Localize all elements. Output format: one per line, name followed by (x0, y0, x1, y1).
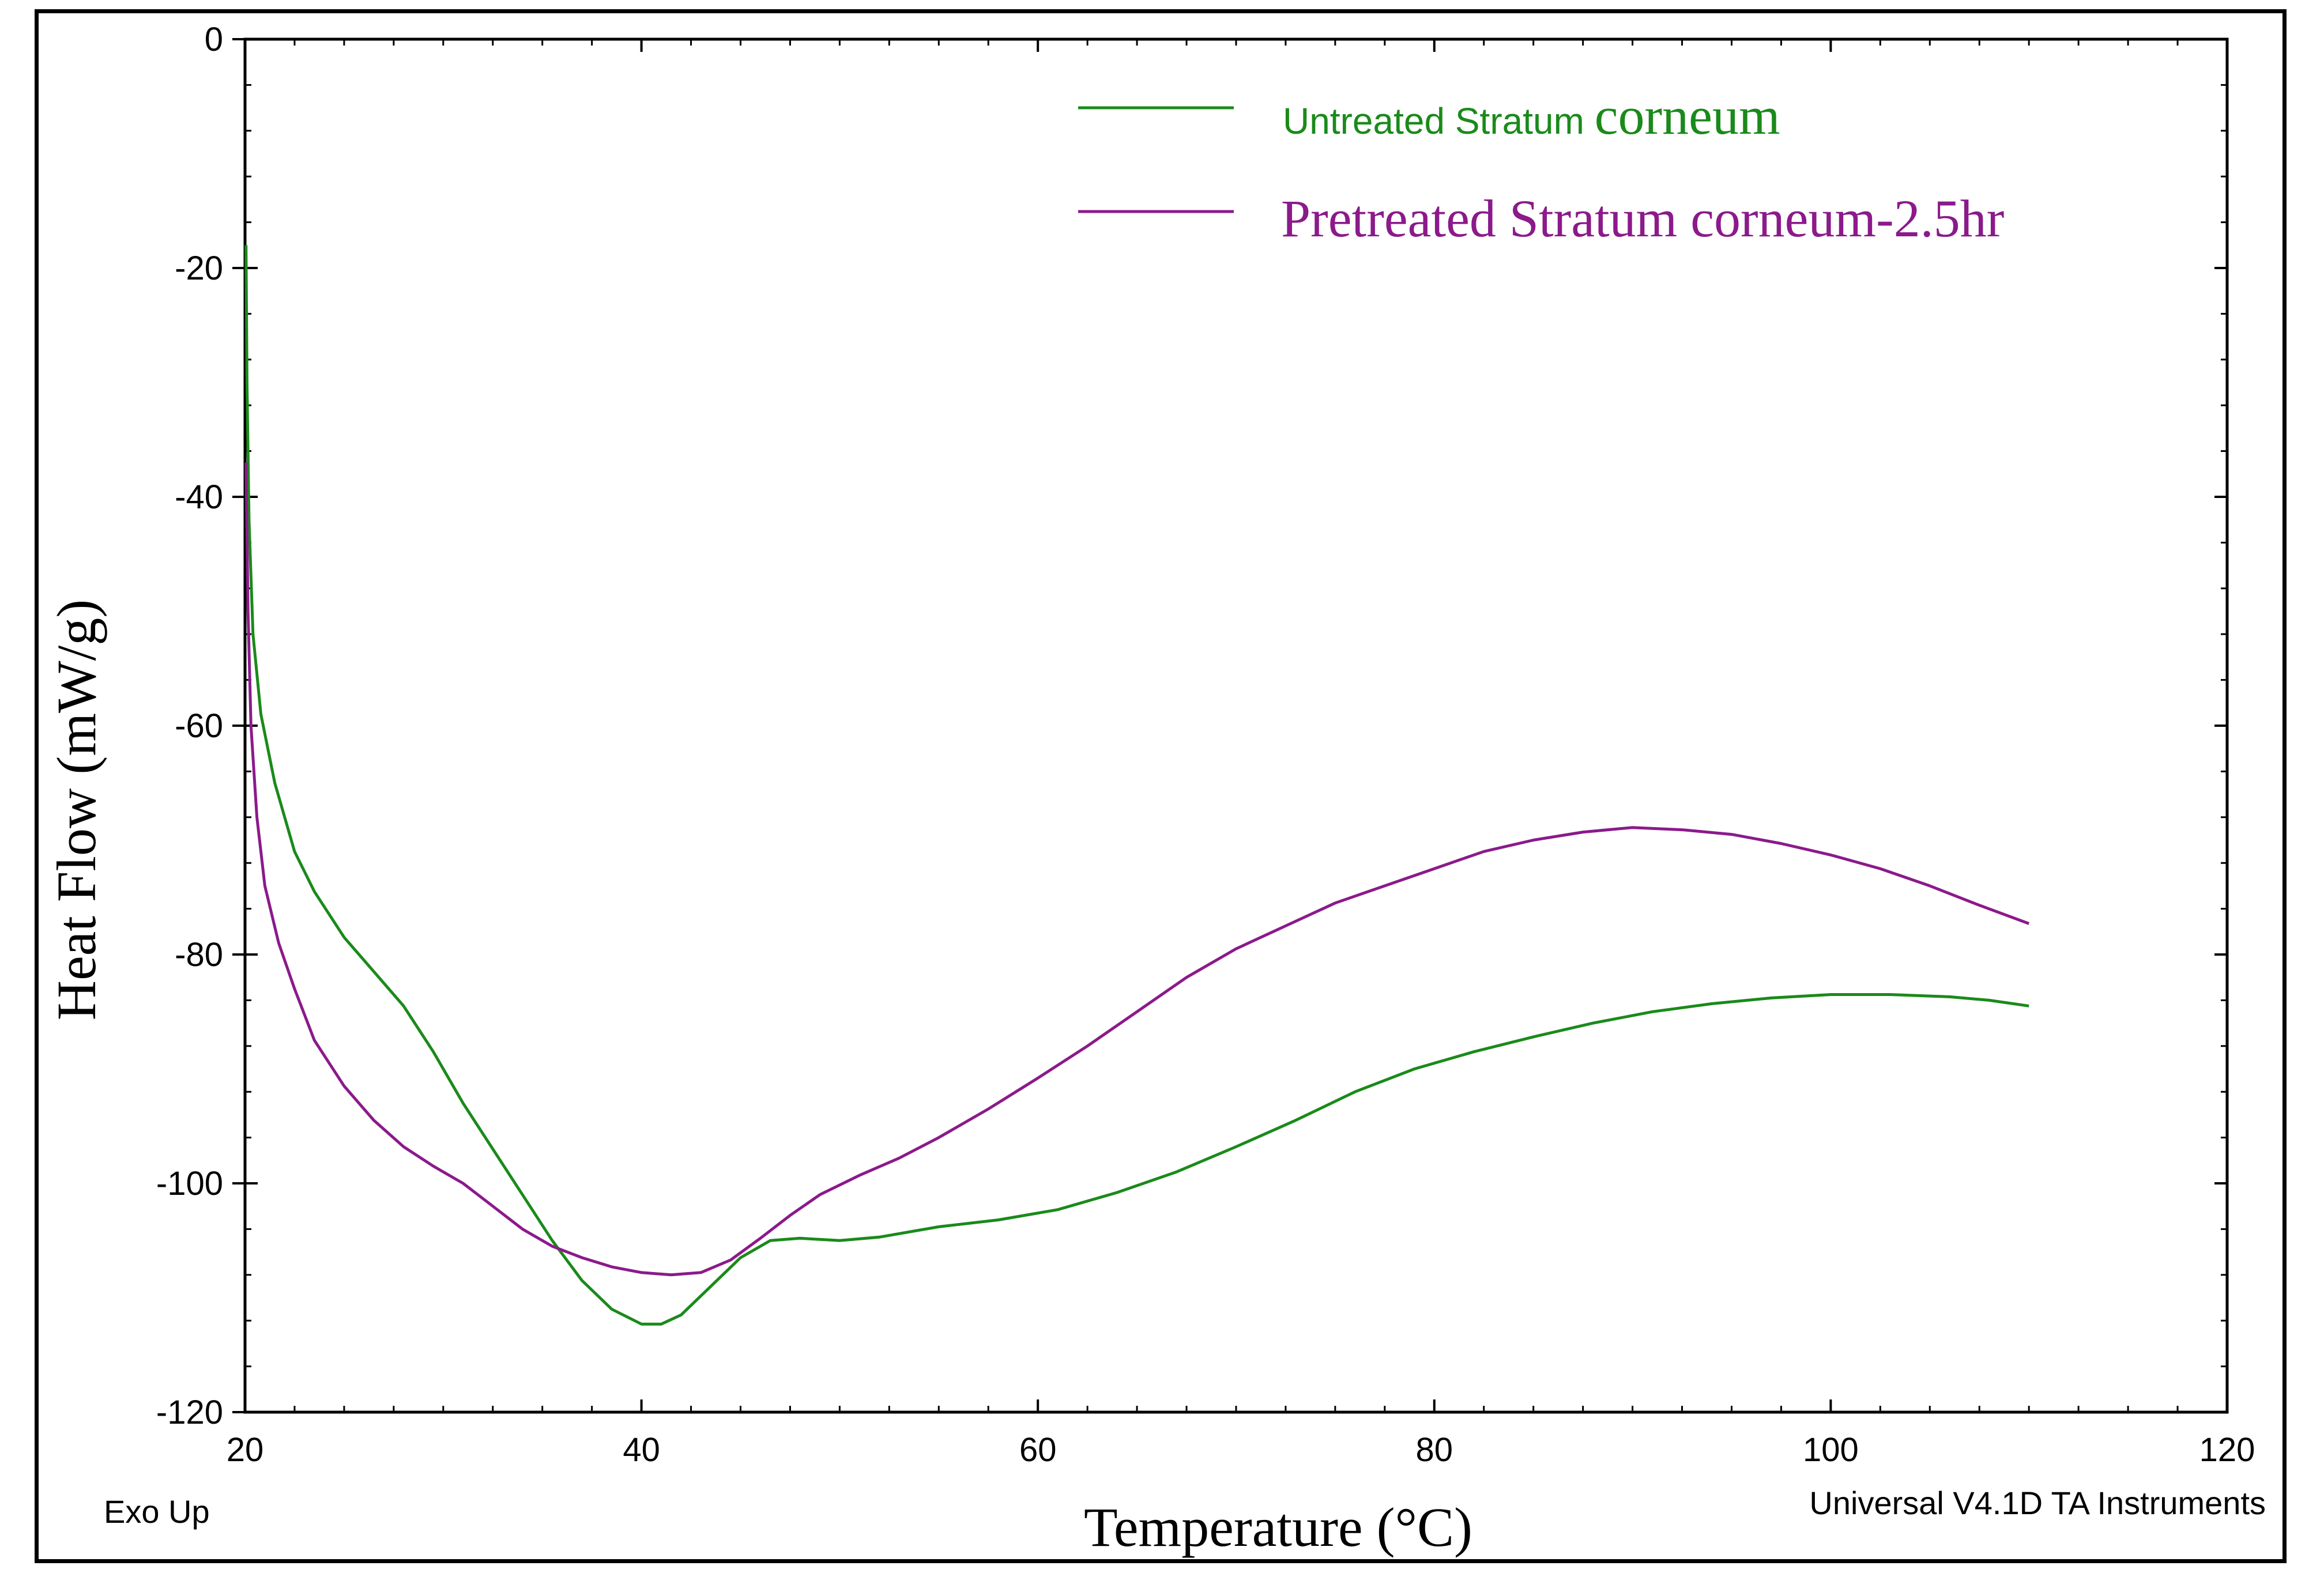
x-tick-label: 120 (2199, 1431, 2255, 1469)
x-axis-title: Temperature (°C) (1084, 1496, 1472, 1558)
x-tick-label: 40 (623, 1431, 660, 1469)
x-tick-label: 100 (1803, 1431, 1859, 1469)
y-axis-title: Heat Flow (mW/g) (46, 599, 107, 1021)
legend-label-pretreated: Pretreated Stratum corneum-2.5hr (1281, 189, 2004, 248)
legend-label-untreated: Untreated Stratum corneum (1283, 86, 1780, 145)
y-tick-label: -100 (156, 1165, 223, 1202)
y-tick-label: -40 (175, 478, 223, 516)
legend: Untreated Stratum corneum Pretreated Str… (1078, 86, 2004, 248)
y-tick-label: -80 (175, 936, 223, 974)
exo-up-note: Exo Up (104, 1493, 210, 1530)
chart-frame (35, 9, 2287, 1563)
x-tick-label: 20 (227, 1431, 264, 1469)
y-tick-label: 0 (205, 21, 223, 58)
series-line-pretreated (244, 462, 2030, 1277)
y-tick-label: -120 (156, 1394, 223, 1431)
y-tick-label: -60 (175, 707, 223, 745)
axis-ticks: 20 40 60 80 100 120 0 -20 -40 -60 -80 -100 -120 (156, 21, 2255, 1469)
x-tick-label: 80 (1416, 1431, 1453, 1469)
x-tick-label: 60 (1019, 1431, 1057, 1469)
series-line-untreated (244, 245, 2029, 1326)
instrument-note: Universal V4.1D TA Instruments (1809, 1485, 2266, 1521)
y-tick-label: -20 (175, 250, 223, 287)
series-layer (244, 245, 2030, 1326)
